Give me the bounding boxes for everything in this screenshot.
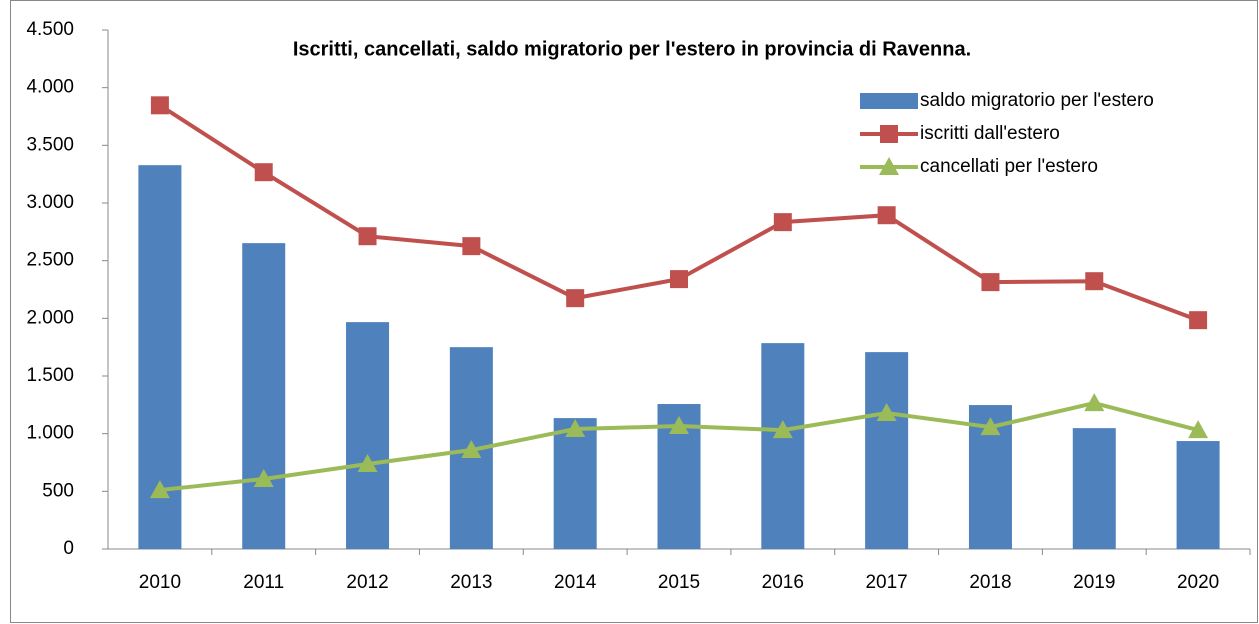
- x-tick-label: 2020: [1177, 572, 1219, 593]
- point: [566, 289, 585, 308]
- y-tick-label: 0: [63, 538, 74, 559]
- y-tick-label: 500: [42, 480, 74, 501]
- y-tick-label: 1.000: [26, 423, 74, 444]
- y-tick-label: 1.500: [26, 365, 74, 386]
- point: [669, 416, 689, 435]
- point: [357, 453, 378, 472]
- point: [981, 273, 1000, 292]
- point: [877, 206, 896, 225]
- point: [1085, 272, 1104, 291]
- x-tick-label: 2015: [658, 572, 700, 593]
- point: [149, 480, 170, 499]
- x-tick-label: 2019: [1073, 572, 1115, 593]
- x-tick-label: 2012: [346, 572, 388, 593]
- x-tick-label: 2016: [762, 572, 804, 593]
- bar: [242, 243, 286, 550]
- y-tick-label: 4.500: [26, 19, 74, 40]
- point: [1084, 393, 1105, 412]
- y-tick-label: 3.500: [26, 134, 74, 155]
- legend-label: saldo migratorio per l'estero: [920, 90, 1154, 111]
- point: [1188, 420, 1209, 439]
- point: [565, 419, 586, 438]
- point: [670, 270, 688, 289]
- point: [358, 227, 377, 246]
- point: [772, 420, 793, 439]
- point: [773, 213, 792, 232]
- x-tick-label: 2014: [554, 572, 597, 593]
- x-tick-label: 2018: [969, 572, 1011, 593]
- bar: [761, 343, 805, 549]
- point: [1189, 311, 1208, 330]
- y-tick-label: 4.000: [26, 77, 74, 98]
- x-tick-label: 2011: [243, 572, 284, 593]
- legend-marker: [880, 125, 898, 143]
- chart-title: Iscritti, cancellati, saldo migratorio p…: [293, 38, 971, 60]
- point: [150, 96, 169, 115]
- bar: [865, 352, 909, 549]
- legend-label: cancellati per l'estero: [920, 156, 1098, 177]
- y-tick-label: 3.000: [26, 192, 74, 213]
- legend-marker: [879, 157, 899, 175]
- legend-swatch: [860, 93, 918, 109]
- bar: [1072, 428, 1116, 549]
- x-tick-label: 2010: [139, 572, 181, 593]
- y-tick-label: 2.500: [26, 250, 74, 271]
- bar: [1176, 441, 1220, 549]
- x-tick-label: 2013: [450, 572, 492, 593]
- y-tick-label: 2.000: [26, 307, 74, 328]
- point: [461, 440, 482, 459]
- legend-label: iscritti dall'estero: [920, 123, 1060, 144]
- point: [462, 237, 481, 256]
- bar: [346, 322, 390, 549]
- chart-frame: [10, 0, 1258, 623]
- point: [253, 468, 274, 487]
- point: [254, 163, 273, 182]
- bar: [553, 418, 597, 549]
- point: [980, 417, 1001, 436]
- point: [876, 403, 897, 422]
- x-tick-label: 2017: [865, 572, 907, 593]
